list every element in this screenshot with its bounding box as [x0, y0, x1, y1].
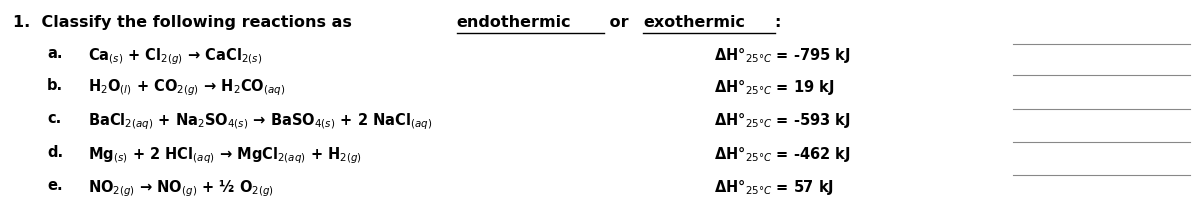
Text: ΔH°$_{25°C}$ = -593 kJ: ΔH°$_{25°C}$ = -593 kJ	[714, 111, 851, 130]
Text: or: or	[605, 15, 635, 29]
Text: a.: a.	[47, 46, 62, 61]
Text: b.: b.	[47, 78, 64, 93]
Text: 1.  Classify the following reactions as: 1. Classify the following reactions as	[13, 15, 358, 29]
Text: Mg$_{(s)}$ + 2 HCl$_{(aq)}$ → MgCl$_{2(aq)}$ + H$_{2(g)}$: Mg$_{(s)}$ + 2 HCl$_{(aq)}$ → MgCl$_{2(a…	[88, 145, 361, 166]
Text: ΔH°$_{25°C}$ = 19 kJ: ΔH°$_{25°C}$ = 19 kJ	[714, 78, 834, 97]
Text: d.: d.	[47, 145, 64, 160]
Text: ΔH°$_{25°C}$ = -462 kJ: ΔH°$_{25°C}$ = -462 kJ	[714, 145, 851, 164]
Text: e.: e.	[47, 178, 62, 193]
Text: NO$_{2(g)}$ → NO$_{(g)}$ + ½ O$_{2(g)}$: NO$_{2(g)}$ → NO$_{(g)}$ + ½ O$_{2(g)}$	[88, 178, 274, 199]
Text: ΔH°$_{25°C}$ = -795 kJ: ΔH°$_{25°C}$ = -795 kJ	[714, 46, 851, 65]
Text: BaCl$_{2(aq)}$ + Na$_2$SO$_{4(s)}$ → BaSO$_{4(s)}$ + 2 NaCl$_{(aq)}$: BaCl$_{2(aq)}$ + Na$_2$SO$_{4(s)}$ → BaS…	[88, 111, 432, 132]
Text: c.: c.	[47, 111, 61, 126]
Text: endothermic: endothermic	[457, 15, 571, 29]
Text: ΔH°$_{25°C}$ = 57 kJ: ΔH°$_{25°C}$ = 57 kJ	[714, 178, 834, 197]
Text: :: :	[775, 15, 781, 29]
Text: Ca$_{(s)}$ + Cl$_{2(g)}$ → CaCl$_{2(s)}$: Ca$_{(s)}$ + Cl$_{2(g)}$ → CaCl$_{2(s)}$	[88, 46, 262, 67]
Text: exothermic: exothermic	[643, 15, 745, 29]
Text: H$_2$O$_{(l)}$ + CO$_{2(g)}$ → H$_2$CO$_{(aq)}$: H$_2$O$_{(l)}$ + CO$_{2(g)}$ → H$_2$CO$_…	[88, 78, 286, 98]
